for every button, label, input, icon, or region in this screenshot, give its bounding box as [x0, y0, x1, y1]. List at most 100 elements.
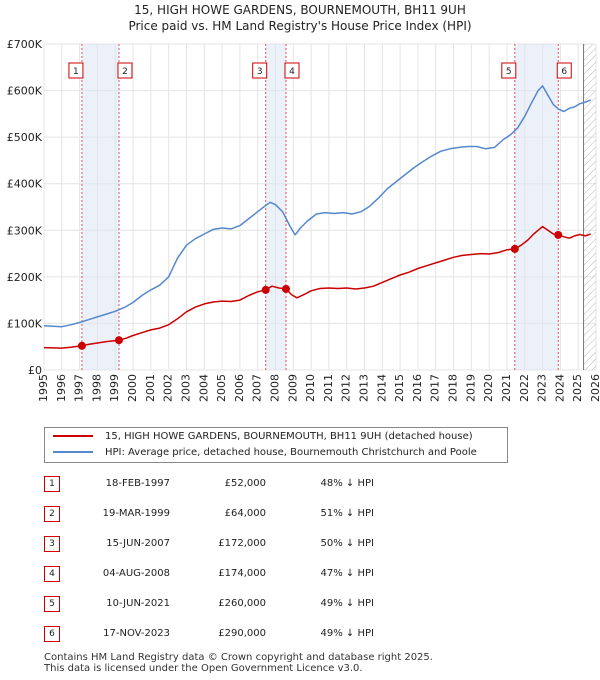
x-tick-label: 2021: [500, 374, 513, 402]
y-tick-label: £200K: [7, 271, 43, 284]
sale-label-text: 6: [561, 67, 567, 77]
transaction-price: £64,000: [224, 508, 266, 519]
sale-point: [77, 341, 86, 350]
x-tick-label: 2015: [393, 374, 406, 402]
y-tick-label: £500K: [7, 131, 43, 144]
x-tick-label: 2008: [268, 374, 281, 402]
x-tick-label: 2002: [162, 374, 175, 402]
ownership-period-shade: [514, 44, 559, 370]
transaction-hpi-diff: 49% ↓ HPI: [320, 598, 374, 609]
sale-point: [261, 285, 270, 294]
x-tick-label: 2001: [144, 374, 157, 402]
sale-label-box: [501, 62, 517, 79]
transaction-date: 15-JUN-2007: [106, 538, 170, 549]
transaction-price: £290,000: [218, 628, 266, 639]
transaction-number-badge: 1: [44, 476, 60, 492]
legend-swatch-hpi: [53, 451, 93, 453]
x-tick-label: 2025: [571, 374, 584, 402]
transaction-date: 18-FEB-1997: [105, 478, 170, 489]
transaction-hpi-diff: 49% ↓ HPI: [320, 628, 374, 639]
transaction-hpi-diff: 47% ↓ HPI: [320, 568, 374, 579]
sale-label-box: [556, 62, 572, 79]
legend-item-hpi: HPI: Average price, detached house, Bour…: [53, 445, 477, 461]
x-tick-label: 2020: [482, 374, 495, 402]
x-tick-label: 2012: [340, 374, 353, 402]
x-tick-label: 1997: [73, 374, 86, 402]
footer-line-2: This data is licensed under the Open Gov…: [44, 663, 363, 674]
sale-point: [510, 244, 519, 253]
y-tick-label: £300K: [7, 224, 43, 237]
y-tick-label: £0: [28, 364, 42, 377]
x-tick-label: 2024: [553, 374, 566, 402]
x-tick-label: 1996: [55, 374, 68, 402]
y-tick-label: £400K: [7, 178, 43, 191]
price-chart: 1 2 3 4 5 6 £0 £100K £200K £300K £400K £500K £600K £…: [7, 38, 600, 402]
sale-label-text: 5: [506, 67, 512, 77]
sale-label-box: [68, 62, 84, 79]
x-tick-label: 1998: [90, 374, 103, 402]
legend-label-hpi: HPI: Average price, detached house, Bour…: [105, 447, 477, 458]
x-tick-label: 2011: [322, 374, 335, 402]
chart-title-line2: Price paid vs. HM Land Registry's House …: [128, 19, 472, 33]
sale-label-text: 3: [257, 67, 263, 77]
sale-label-text: 2: [122, 67, 128, 77]
x-tick-label: 2000: [126, 374, 139, 402]
x-tick-label: 2006: [233, 374, 246, 402]
plot-background: [44, 44, 596, 370]
x-tick-label: 2003: [179, 374, 192, 402]
x-tick-label: 2014: [375, 374, 388, 402]
sale-point: [114, 336, 123, 345]
sale-label-box: [252, 62, 268, 79]
x-tick-label: 1995: [37, 374, 50, 402]
x-tick-label: 2013: [358, 374, 371, 402]
y-tick-label: £600K: [7, 85, 43, 98]
transaction-hpi-diff: 50% ↓ HPI: [320, 538, 374, 549]
x-tick-label: 2023: [536, 374, 549, 402]
x-tick-label: 2010: [304, 374, 317, 402]
legend-swatch-property: [53, 435, 93, 437]
transaction-date: 17-NOV-2023: [103, 628, 170, 639]
x-tick-label: 2019: [464, 374, 477, 402]
ownership-period-shade: [265, 44, 286, 370]
transaction-hpi-diff: 51% ↓ HPI: [320, 508, 374, 519]
y-tick-label: £100K: [7, 317, 43, 330]
transaction-price: £260,000: [218, 598, 266, 609]
sale-label-text: 4: [289, 67, 295, 77]
sale-point: [554, 230, 563, 239]
x-tick-label: 2016: [411, 374, 424, 402]
x-tick-label: 2007: [251, 374, 264, 402]
transaction-price: £172,000: [218, 538, 266, 549]
transaction-number-badge: 2: [44, 506, 60, 522]
transaction-number-badge: 4: [44, 566, 60, 582]
x-tick-label: 2026: [589, 374, 600, 402]
x-tick-label: 2005: [215, 374, 228, 402]
transaction-date: 10-JUN-2021: [106, 598, 170, 609]
x-tick-label: 2018: [447, 374, 460, 402]
sale-label-text: 1: [73, 67, 79, 77]
x-tick-label: 2017: [429, 374, 442, 402]
x-tick-label: 2009: [286, 374, 299, 402]
sale-label-box: [284, 62, 300, 79]
transaction-hpi-diff: 48% ↓ HPI: [320, 478, 374, 489]
chart-legend: 15, HIGH HOWE GARDENS, BOURNEMOUTH, BH11…: [44, 427, 508, 463]
transaction-number-badge: 5: [44, 596, 60, 612]
legend-item-property: 15, HIGH HOWE GARDENS, BOURNEMOUTH, BH11…: [53, 429, 473, 445]
transaction-number-badge: 3: [44, 536, 60, 552]
transaction-date: 04-AUG-2008: [102, 568, 170, 579]
sale-label-box: [117, 62, 133, 79]
transaction-price: £174,000: [218, 568, 266, 579]
transaction-date: 19-MAR-1999: [102, 508, 170, 519]
x-tick-label: 2022: [518, 374, 531, 402]
y-tick-label: £700K: [7, 38, 43, 51]
hpi-line: [44, 85, 591, 328]
sale-point: [281, 284, 290, 293]
future-hatch-region: [583, 44, 596, 370]
transaction-number-badge: 6: [44, 626, 60, 642]
footer-notice: Contains HM Land Registry data © Crown c…: [44, 652, 433, 674]
x-tick-label: 1999: [108, 374, 121, 402]
footer-line-1: Contains HM Land Registry data © Crown c…: [44, 652, 433, 663]
x-tick-label: 2004: [197, 374, 210, 402]
ownership-period-shade: [81, 44, 119, 370]
transaction-price: £52,000: [224, 478, 266, 489]
legend-label-property: 15, HIGH HOWE GARDENS, BOURNEMOUTH, BH11…: [105, 431, 473, 442]
